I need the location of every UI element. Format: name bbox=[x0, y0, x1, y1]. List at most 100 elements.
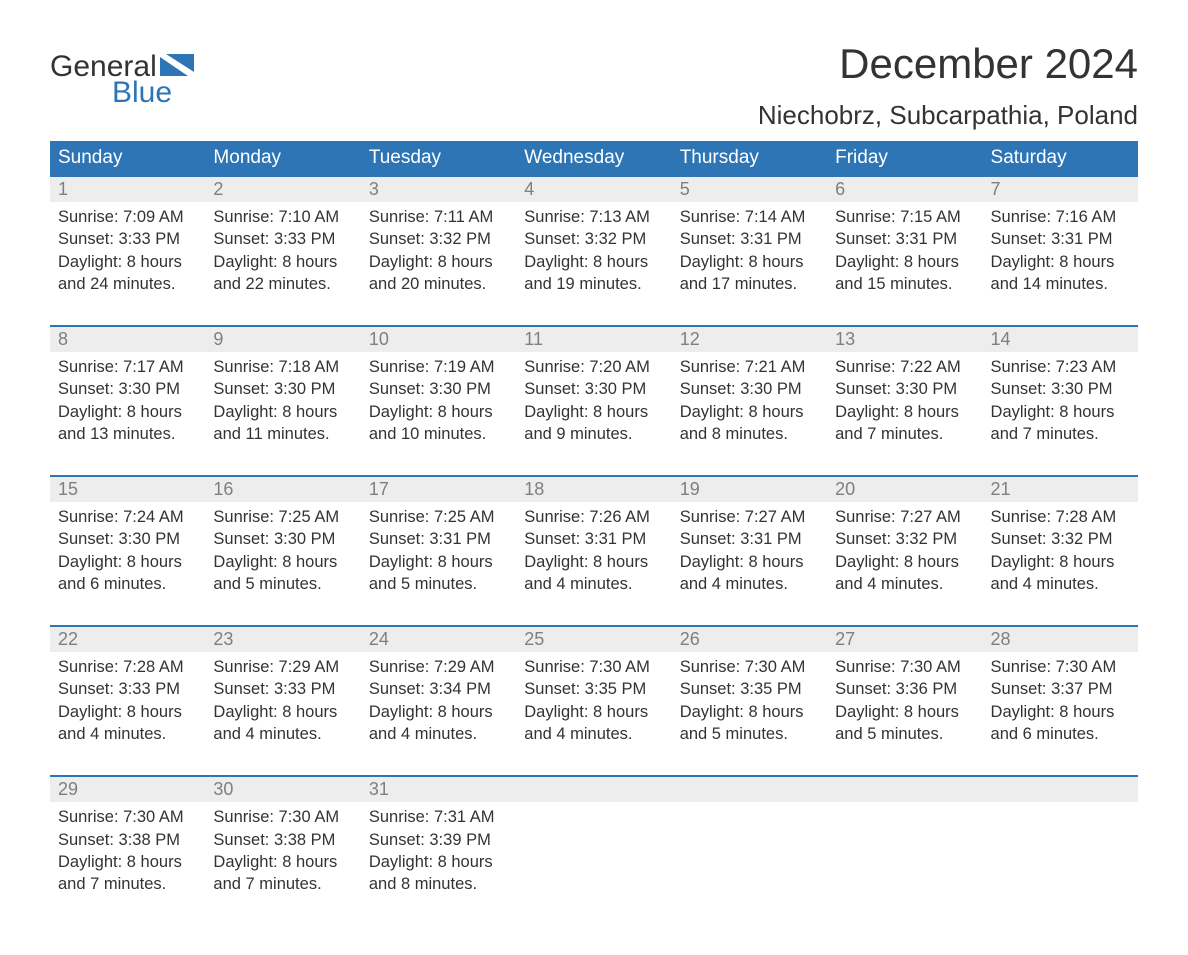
day-details: Sunrise: 7:16 AMSunset: 3:31 PMDaylight:… bbox=[983, 202, 1138, 315]
day-number: 21 bbox=[983, 477, 1138, 502]
day-number: 12 bbox=[672, 327, 827, 352]
day-details: Sunrise: 7:13 AMSunset: 3:32 PMDaylight:… bbox=[516, 202, 671, 315]
daylight-line: Daylight: 8 hours and 11 minutes. bbox=[213, 401, 352, 446]
day-details: Sunrise: 7:09 AMSunset: 3:33 PMDaylight:… bbox=[50, 202, 205, 315]
daylight-line: Daylight: 8 hours and 24 minutes. bbox=[58, 251, 197, 296]
day-details: Sunrise: 7:30 AMSunset: 3:37 PMDaylight:… bbox=[983, 652, 1138, 765]
calendar-day: 8Sunrise: 7:17 AMSunset: 3:30 PMDaylight… bbox=[50, 326, 205, 465]
sunset-line: Sunset: 3:31 PM bbox=[680, 528, 819, 550]
day-details-empty bbox=[672, 802, 827, 906]
day-number: 3 bbox=[361, 177, 516, 202]
sunset-line: Sunset: 3:38 PM bbox=[213, 829, 352, 851]
calendar-day: 7Sunrise: 7:16 AMSunset: 3:31 PMDaylight… bbox=[983, 176, 1138, 315]
sunrise-line: Sunrise: 7:30 AM bbox=[58, 806, 197, 828]
calendar-week: 1Sunrise: 7:09 AMSunset: 3:33 PMDaylight… bbox=[50, 176, 1138, 315]
day-details: Sunrise: 7:28 AMSunset: 3:33 PMDaylight:… bbox=[50, 652, 205, 765]
sunrise-line: Sunrise: 7:18 AM bbox=[213, 356, 352, 378]
calendar-day bbox=[827, 776, 982, 915]
sunset-line: Sunset: 3:30 PM bbox=[58, 528, 197, 550]
daylight-line: Daylight: 8 hours and 13 minutes. bbox=[58, 401, 197, 446]
day-number: 19 bbox=[672, 477, 827, 502]
daylight-line: Daylight: 8 hours and 4 minutes. bbox=[524, 701, 663, 746]
day-details: Sunrise: 7:30 AMSunset: 3:35 PMDaylight:… bbox=[672, 652, 827, 765]
sunset-line: Sunset: 3:32 PM bbox=[835, 528, 974, 550]
calendar-day: 18Sunrise: 7:26 AMSunset: 3:31 PMDayligh… bbox=[516, 476, 671, 615]
sunset-line: Sunset: 3:30 PM bbox=[835, 378, 974, 400]
sunrise-line: Sunrise: 7:28 AM bbox=[991, 506, 1130, 528]
sunset-line: Sunset: 3:35 PM bbox=[680, 678, 819, 700]
day-number: 4 bbox=[516, 177, 671, 202]
day-details: Sunrise: 7:29 AMSunset: 3:33 PMDaylight:… bbox=[205, 652, 360, 765]
day-number: 9 bbox=[205, 327, 360, 352]
day-number: 29 bbox=[50, 777, 205, 802]
day-details: Sunrise: 7:20 AMSunset: 3:30 PMDaylight:… bbox=[516, 352, 671, 465]
day-details: Sunrise: 7:31 AMSunset: 3:39 PMDaylight:… bbox=[361, 802, 516, 915]
calendar-day: 28Sunrise: 7:30 AMSunset: 3:37 PMDayligh… bbox=[983, 626, 1138, 765]
day-details: Sunrise: 7:18 AMSunset: 3:30 PMDaylight:… bbox=[205, 352, 360, 465]
daylight-line: Daylight: 8 hours and 4 minutes. bbox=[213, 701, 352, 746]
calendar-day: 16Sunrise: 7:25 AMSunset: 3:30 PMDayligh… bbox=[205, 476, 360, 615]
location: Niechobrz, Subcarpathia, Poland bbox=[758, 100, 1138, 131]
sunset-line: Sunset: 3:32 PM bbox=[524, 228, 663, 250]
day-header-row: Sunday Monday Tuesday Wednesday Thursday… bbox=[50, 141, 1138, 176]
sunrise-line: Sunrise: 7:30 AM bbox=[680, 656, 819, 678]
daylight-line: Daylight: 8 hours and 7 minutes. bbox=[213, 851, 352, 896]
calendar-day: 13Sunrise: 7:22 AMSunset: 3:30 PMDayligh… bbox=[827, 326, 982, 465]
calendar-day: 19Sunrise: 7:27 AMSunset: 3:31 PMDayligh… bbox=[672, 476, 827, 615]
day-number: 26 bbox=[672, 627, 827, 652]
sunset-line: Sunset: 3:37 PM bbox=[991, 678, 1130, 700]
page-title: December 2024 bbox=[758, 40, 1138, 88]
day-header: Sunday bbox=[50, 141, 205, 176]
sunrise-line: Sunrise: 7:28 AM bbox=[58, 656, 197, 678]
sunrise-line: Sunrise: 7:17 AM bbox=[58, 356, 197, 378]
calendar-day: 22Sunrise: 7:28 AMSunset: 3:33 PMDayligh… bbox=[50, 626, 205, 765]
day-number: 7 bbox=[983, 177, 1138, 202]
daylight-line: Daylight: 8 hours and 5 minutes. bbox=[213, 551, 352, 596]
calendar-day: 14Sunrise: 7:23 AMSunset: 3:30 PMDayligh… bbox=[983, 326, 1138, 465]
calendar-week: 22Sunrise: 7:28 AMSunset: 3:33 PMDayligh… bbox=[50, 626, 1138, 765]
day-details: Sunrise: 7:25 AMSunset: 3:31 PMDaylight:… bbox=[361, 502, 516, 615]
calendar-day: 2Sunrise: 7:10 AMSunset: 3:33 PMDaylight… bbox=[205, 176, 360, 315]
day-details: Sunrise: 7:26 AMSunset: 3:31 PMDaylight:… bbox=[516, 502, 671, 615]
calendar-day: 1Sunrise: 7:09 AMSunset: 3:33 PMDaylight… bbox=[50, 176, 205, 315]
calendar-day: 20Sunrise: 7:27 AMSunset: 3:32 PMDayligh… bbox=[827, 476, 982, 615]
sunrise-line: Sunrise: 7:25 AM bbox=[213, 506, 352, 528]
day-details-empty bbox=[983, 802, 1138, 906]
daylight-line: Daylight: 8 hours and 6 minutes. bbox=[58, 551, 197, 596]
day-details: Sunrise: 7:28 AMSunset: 3:32 PMDaylight:… bbox=[983, 502, 1138, 615]
calendar-day: 24Sunrise: 7:29 AMSunset: 3:34 PMDayligh… bbox=[361, 626, 516, 765]
daylight-line: Daylight: 8 hours and 9 minutes. bbox=[524, 401, 663, 446]
day-details-empty bbox=[516, 802, 671, 906]
calendar-day: 3Sunrise: 7:11 AMSunset: 3:32 PMDaylight… bbox=[361, 176, 516, 315]
daylight-line: Daylight: 8 hours and 4 minutes. bbox=[991, 551, 1130, 596]
sunrise-line: Sunrise: 7:20 AM bbox=[524, 356, 663, 378]
sunrise-line: Sunrise: 7:22 AM bbox=[835, 356, 974, 378]
day-number: 20 bbox=[827, 477, 982, 502]
day-number: 11 bbox=[516, 327, 671, 352]
day-number: 5 bbox=[672, 177, 827, 202]
day-number: 31 bbox=[361, 777, 516, 802]
day-details: Sunrise: 7:17 AMSunset: 3:30 PMDaylight:… bbox=[50, 352, 205, 465]
daylight-line: Daylight: 8 hours and 5 minutes. bbox=[369, 551, 508, 596]
daylight-line: Daylight: 8 hours and 5 minutes. bbox=[680, 701, 819, 746]
week-spacer bbox=[50, 765, 1138, 776]
day-number: 16 bbox=[205, 477, 360, 502]
calendar-week: 15Sunrise: 7:24 AMSunset: 3:30 PMDayligh… bbox=[50, 476, 1138, 615]
daylight-line: Daylight: 8 hours and 17 minutes. bbox=[680, 251, 819, 296]
day-number: 10 bbox=[361, 327, 516, 352]
day-details: Sunrise: 7:30 AMSunset: 3:38 PMDaylight:… bbox=[205, 802, 360, 915]
sunrise-line: Sunrise: 7:26 AM bbox=[524, 506, 663, 528]
daylight-line: Daylight: 8 hours and 19 minutes. bbox=[524, 251, 663, 296]
sunset-line: Sunset: 3:39 PM bbox=[369, 829, 508, 851]
sunset-line: Sunset: 3:34 PM bbox=[369, 678, 508, 700]
calendar-day: 27Sunrise: 7:30 AMSunset: 3:36 PMDayligh… bbox=[827, 626, 982, 765]
day-number-empty bbox=[983, 777, 1138, 802]
day-number: 18 bbox=[516, 477, 671, 502]
sunset-line: Sunset: 3:33 PM bbox=[213, 228, 352, 250]
calendar-day: 6Sunrise: 7:15 AMSunset: 3:31 PMDaylight… bbox=[827, 176, 982, 315]
day-number-empty bbox=[827, 777, 982, 802]
sunset-line: Sunset: 3:30 PM bbox=[991, 378, 1130, 400]
day-details: Sunrise: 7:25 AMSunset: 3:30 PMDaylight:… bbox=[205, 502, 360, 615]
calendar-day: 26Sunrise: 7:30 AMSunset: 3:35 PMDayligh… bbox=[672, 626, 827, 765]
sunrise-line: Sunrise: 7:19 AM bbox=[369, 356, 508, 378]
